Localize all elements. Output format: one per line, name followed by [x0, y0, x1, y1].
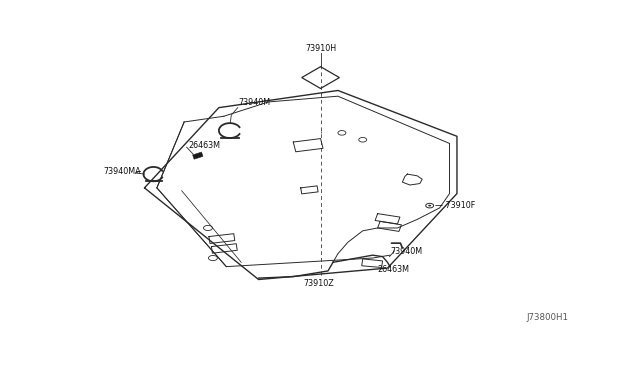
Text: 73940MA: 73940MA	[104, 167, 141, 176]
Text: J73800H1: J73800H1	[527, 314, 568, 323]
Text: 73940M: 73940M	[239, 98, 271, 107]
Circle shape	[428, 205, 431, 206]
Polygon shape	[193, 152, 203, 159]
Text: 73910Z: 73910Z	[303, 279, 334, 288]
Text: 26463M: 26463M	[188, 141, 220, 150]
Text: 26463M: 26463M	[378, 264, 410, 274]
Text: 73940M: 73940M	[390, 247, 422, 256]
Text: — 73910F: — 73910F	[435, 201, 475, 209]
Text: 73910H: 73910H	[305, 44, 336, 53]
